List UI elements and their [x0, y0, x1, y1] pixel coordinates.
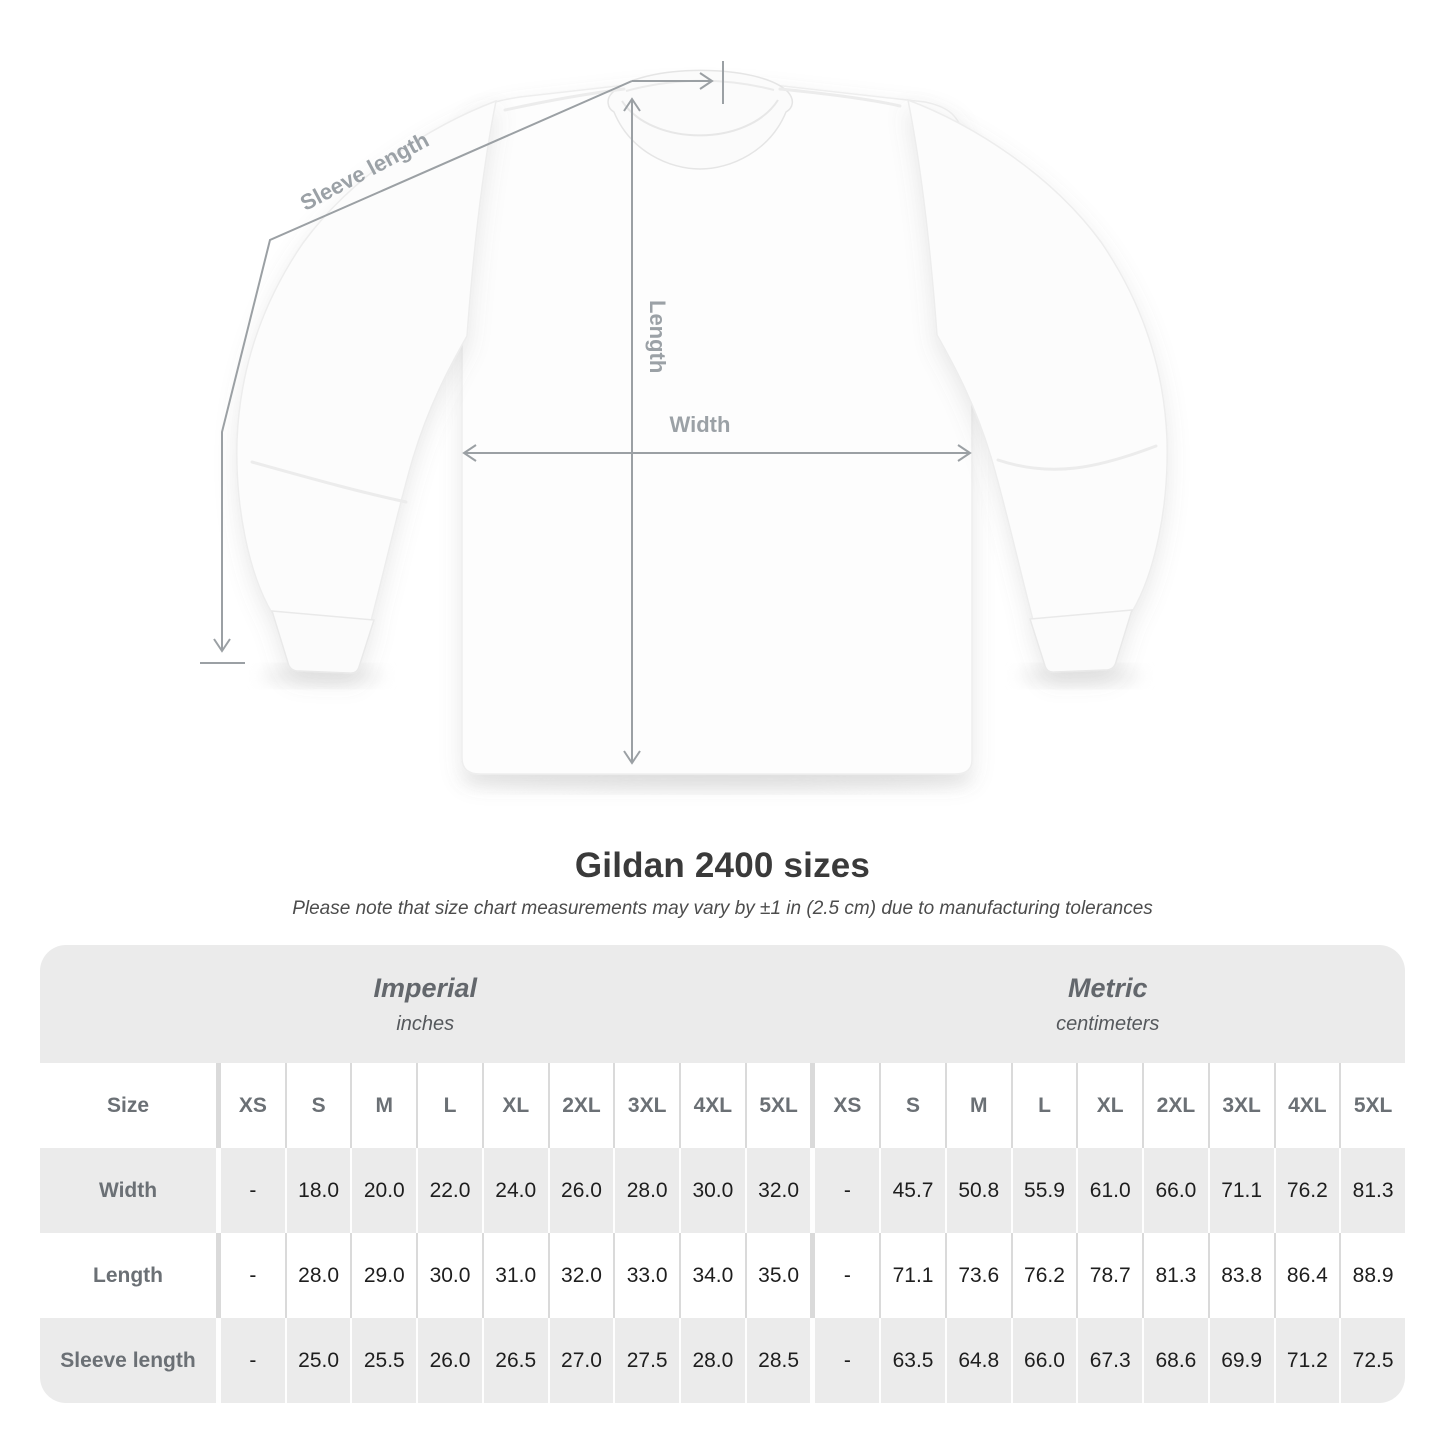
size-header-cell: Size [106, 1093, 150, 1117]
value-cell: 26.0 [547, 1148, 614, 1233]
value-cell: 27.5 [613, 1318, 679, 1403]
size-col-header: S [284, 1063, 351, 1148]
imperial-unit: inches [396, 1012, 455, 1035]
page-title: Gildan 2400 sizes [574, 846, 871, 885]
value-cell: 72.5 [1339, 1318, 1405, 1403]
value-cell: 28.0 [613, 1148, 679, 1233]
size-col-header: S [879, 1063, 945, 1148]
value-cell: 28.5 [744, 1318, 811, 1403]
value-cell: 68.6 [1142, 1318, 1208, 1403]
value-cell: 61.0 [1076, 1148, 1142, 1233]
size-col-header: 3XL [1207, 1063, 1274, 1148]
size-col-header: 3XL [613, 1063, 679, 1148]
value-cell: 34.0 [679, 1233, 745, 1318]
size-col-header: XS [810, 1063, 879, 1148]
table-row-length: Length -28.0 29.0 30.0 31.0 32.0 33.0 34.0 35.0… [40, 1233, 1405, 1318]
value-cell: 83.8 [1207, 1233, 1274, 1318]
size-col-header: L [1010, 1063, 1077, 1148]
size-col-header: 4XL [679, 1063, 745, 1148]
size-col-header: 4XL [1273, 1063, 1340, 1148]
value-cell: 29.0 [350, 1233, 416, 1318]
unit-system-header: Imperial inches Metric centimeters [40, 945, 1405, 1063]
value-cell: 71.1 [879, 1233, 945, 1318]
value-cell: 24.0 [481, 1148, 548, 1233]
value-cell: 22.0 [416, 1148, 482, 1233]
row-label: Length [93, 1263, 163, 1287]
value-cell: 30.0 [679, 1148, 745, 1233]
shirt-measurement-diagram: Sleeve length Length Width [200, 61, 1168, 792]
row-label: Width [98, 1178, 158, 1202]
shirt-left-sleeve [236, 99, 497, 674]
value-cell: 31.0 [481, 1233, 548, 1318]
value-cell: 25.0 [284, 1318, 351, 1403]
table-row-width: Width -18.0 20.0 22.0 24.0 26.0 28.0 30.0 32.0-… [40, 1148, 1405, 1233]
value-cell: 67.3 [1076, 1318, 1142, 1403]
value-cell: - [216, 1148, 285, 1233]
value-cell: 26.0 [416, 1318, 482, 1403]
value-cell: 81.3 [1339, 1148, 1405, 1233]
unit-group-imperial: Imperial inches [40, 945, 811, 1063]
size-col-header: XL [1076, 1063, 1142, 1148]
value-cell: - [216, 1318, 285, 1403]
size-col-header: 2XL [1142, 1063, 1208, 1148]
value-cell: 26.5 [481, 1318, 548, 1403]
value-cell: 69.9 [1207, 1318, 1274, 1403]
value-cell: 25.5 [350, 1318, 416, 1403]
value-cell: 35.0 [744, 1233, 811, 1318]
tolerance-note: Please note that size chart measurements… [292, 898, 1153, 919]
shirt-fold-lines [250, 87, 1158, 504]
length-label: Length [645, 300, 670, 373]
value-cell: 30.0 [416, 1233, 482, 1318]
value-cell: 86.4 [1273, 1233, 1340, 1318]
value-cell: 66.0 [1142, 1148, 1208, 1233]
value-cell: - [810, 1233, 879, 1318]
imperial-label: Imperial [373, 972, 478, 1003]
shirt-right-sleeve [907, 98, 1168, 673]
size-col-header: L [416, 1063, 482, 1148]
value-cell: 50.8 [944, 1148, 1011, 1233]
metric-label: Metric [1067, 972, 1148, 1003]
size-col-header: 5XL [1339, 1063, 1405, 1148]
value-cell: 66.0 [1010, 1318, 1077, 1403]
size-col-header: M [944, 1063, 1011, 1148]
shirt-body [461, 80, 973, 775]
value-cell: - [810, 1148, 879, 1233]
value-cell: 76.2 [1273, 1148, 1340, 1233]
value-cell: 81.3 [1142, 1233, 1208, 1318]
value-cell: 73.6 [944, 1233, 1011, 1318]
size-col-header: XS [216, 1063, 285, 1148]
size-col-header: XL [481, 1063, 548, 1148]
value-cell: 28.0 [679, 1318, 745, 1403]
value-cell: 32.0 [744, 1148, 811, 1233]
value-cell: 27.0 [547, 1318, 614, 1403]
size-col-header: 5XL [744, 1063, 811, 1148]
metric-unit: centimeters [1056, 1012, 1160, 1035]
value-cell: 76.2 [1010, 1233, 1077, 1318]
unit-group-metric: Metric centimeters [811, 945, 1405, 1063]
value-cell: 63.5 [879, 1318, 945, 1403]
table-row-sleeve-length: Sleeve length -25.0 25.5 26.0 26.5 27.0 27.5 2… [40, 1318, 1405, 1403]
value-cell: 71.1 [1207, 1148, 1274, 1233]
value-cell: - [216, 1233, 285, 1318]
value-cell: 78.7 [1076, 1233, 1142, 1318]
value-cell: - [810, 1318, 879, 1403]
size-col-header: 2XL [547, 1063, 614, 1148]
size-col-header: M [350, 1063, 416, 1148]
row-label: Sleeve length [60, 1348, 196, 1372]
value-cell: 18.0 [284, 1148, 351, 1233]
width-label: Width [670, 412, 731, 437]
value-cell: 33.0 [613, 1233, 679, 1318]
value-cell: 55.9 [1010, 1148, 1077, 1233]
value-cell: 32.0 [547, 1233, 614, 1318]
value-cell: 88.9 [1339, 1233, 1405, 1318]
value-cell: 20.0 [350, 1148, 416, 1233]
measurement-lines [200, 61, 972, 765]
value-cell: 45.7 [879, 1148, 945, 1233]
table-header-row: Size XS S M L XL 2XL 3XL 4XL 5XL XS S M L XL 2XL 3XL 4XL… [40, 1063, 1405, 1148]
value-cell: 28.0 [284, 1233, 351, 1318]
value-cell: 64.8 [944, 1318, 1011, 1403]
value-cell: 71.2 [1273, 1318, 1340, 1403]
size-table: Imperial inches Metric centimeters Size … [40, 945, 1405, 1403]
